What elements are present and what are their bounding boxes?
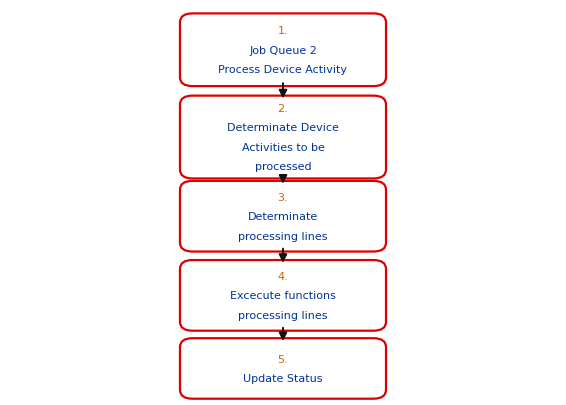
Text: 1.: 1. [278,26,288,36]
Text: processing lines: processing lines [238,310,328,320]
Text: 5.: 5. [278,354,288,364]
Text: Excecute functions: Excecute functions [230,291,336,301]
Text: 2.: 2. [278,104,288,113]
Text: Process Device Activity: Process Device Activity [218,65,348,75]
Text: Determinate Device: Determinate Device [227,123,339,133]
Text: 4.: 4. [278,271,288,281]
FancyBboxPatch shape [180,14,386,87]
FancyBboxPatch shape [180,96,386,179]
Text: processed: processed [255,162,311,172]
Text: 3.: 3. [278,192,288,202]
FancyBboxPatch shape [180,339,386,399]
Text: Determinate: Determinate [248,212,318,222]
Text: Activities to be: Activities to be [242,143,324,152]
FancyBboxPatch shape [180,260,386,331]
Text: Update Status: Update Status [243,373,323,383]
FancyBboxPatch shape [180,181,386,252]
Text: Job Queue 2: Job Queue 2 [249,46,317,55]
Text: processing lines: processing lines [238,231,328,241]
